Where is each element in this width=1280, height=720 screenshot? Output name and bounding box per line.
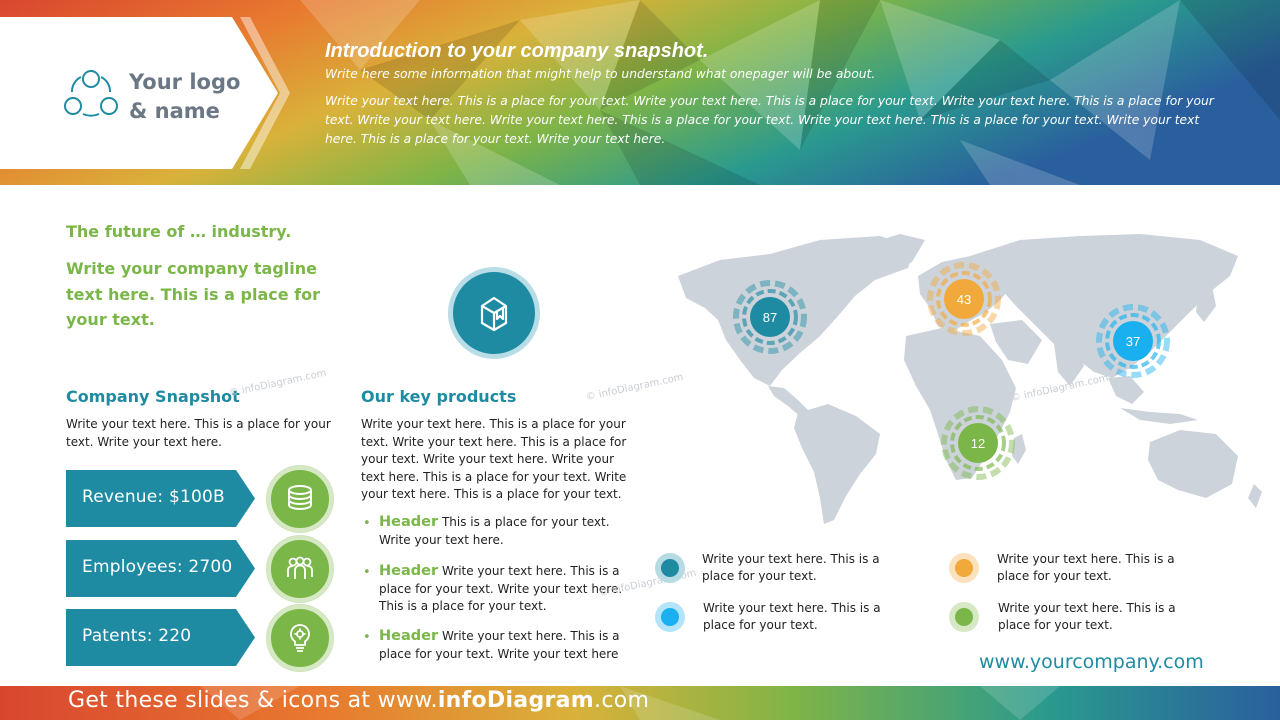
product-bullet[interactable]: • Header Write your text here. This is a… (363, 563, 628, 619)
logo-name[interactable]: Your logo & name (129, 68, 240, 126)
footer-link[interactable]: Get these slides & icons at www.infoDiag… (68, 688, 649, 713)
map-marker-43[interactable] (927, 262, 1001, 336)
bullet-dot-icon: • (363, 516, 371, 531)
company-snapshot-title[interactable]: Company Snapshot (66, 387, 240, 406)
intro-block: Introduction to your company snapshot. W… (325, 38, 1225, 149)
box-icon (448, 267, 540, 359)
watermark: © infoDiagram.com (227, 367, 328, 400)
marker-value: 12 (971, 436, 985, 451)
logo-plate (0, 17, 290, 169)
map-marker-37[interactable] (1096, 304, 1170, 378)
marker-value: 87 (763, 310, 777, 325)
legend-dot-green-icon (949, 602, 979, 632)
marker-value: 43 (957, 292, 971, 307)
map-land (678, 234, 1262, 524)
kpi-patents-label: Patents: 220 (82, 626, 192, 646)
company-snapshot-text[interactable]: Write your text here. This is a place fo… (66, 417, 331, 449)
kpi-employees-label: Employees: 2700 (82, 557, 233, 577)
logo-line-1: Your logo (129, 70, 241, 94)
bullet-dot-icon: • (363, 565, 371, 580)
footer-background (0, 686, 1280, 720)
bullet-header: Header (379, 628, 439, 644)
legend-text[interactable]: Write your text here. This is a place fo… (702, 552, 880, 583)
bullet-text: This is a place for your text. Write you… (379, 515, 610, 547)
map-markers: 87 43 37 12 (733, 262, 1170, 480)
world-map: 87 43 37 12 (678, 234, 1262, 524)
header-banner: Your logo & name Introduction to your co… (0, 0, 1280, 185)
key-products-text[interactable]: Write your text here. This is a place fo… (361, 417, 627, 501)
polygon-background (0, 0, 1280, 185)
logo-line-2: & name (129, 99, 220, 123)
coins-icon (267, 466, 333, 532)
footer-brand: infoDiagram (437, 688, 595, 713)
bullet-header: Header (379, 563, 439, 579)
marker-value: 37 (1126, 334, 1140, 349)
bullet-dot-icon: • (363, 630, 371, 645)
map-marker-87[interactable] (733, 280, 807, 354)
bullet-header: Header (379, 514, 439, 530)
key-products-title[interactable]: Our key products (361, 387, 517, 406)
kpi-revenue-label: Revenue: $100B (82, 487, 225, 507)
lightbulb-gear-icon (267, 605, 333, 671)
bullet-text: Write your text here. This is a place fo… (379, 629, 620, 661)
legend-dot-teal-icon (655, 553, 685, 583)
legend-text[interactable]: Write your text here. This is a place fo… (998, 601, 1176, 632)
footer-banner: Get these slides & icons at www.infoDiag… (0, 686, 1280, 720)
future-heading[interactable]: The future of … industry. (66, 222, 292, 241)
footer-prefix: Get these slides & icons at www. (68, 688, 438, 713)
people-icon (267, 536, 333, 602)
logo-icon (64, 70, 118, 117)
legend-text[interactable]: Write your text here. This is a place fo… (997, 552, 1175, 583)
bullet-text: Write your text here. This is a place fo… (379, 564, 623, 613)
kpi-employees[interactable]: Employees: 2700 (66, 540, 255, 597)
intro-title[interactable]: Introduction to your company snapshot. (325, 40, 709, 62)
company-tagline[interactable]: Write your company tagline text here. Th… (66, 259, 320, 329)
company-website[interactable]: www.yourcompany.com (979, 651, 1204, 673)
legend-dot-blue-icon (655, 602, 685, 632)
product-bullet[interactable]: • Header This is a place for your text. … (363, 514, 628, 554)
intro-body[interactable]: Write your text here. This is a place fo… (325, 94, 1214, 146)
footer-suffix: .com (594, 688, 650, 713)
legend-dot-orange-icon (949, 553, 979, 583)
legend-text[interactable]: Write your text here. This is a place fo… (703, 601, 881, 632)
kpi-revenue[interactable]: Revenue: $100B (66, 470, 255, 527)
map-marker-12[interactable] (941, 406, 1015, 480)
intro-subtitle[interactable]: Write here some information that might h… (325, 67, 876, 81)
product-bullet[interactable]: • Header Write your text here. This is a… (363, 628, 628, 668)
kpi-patents[interactable]: Patents: 220 (66, 609, 255, 666)
